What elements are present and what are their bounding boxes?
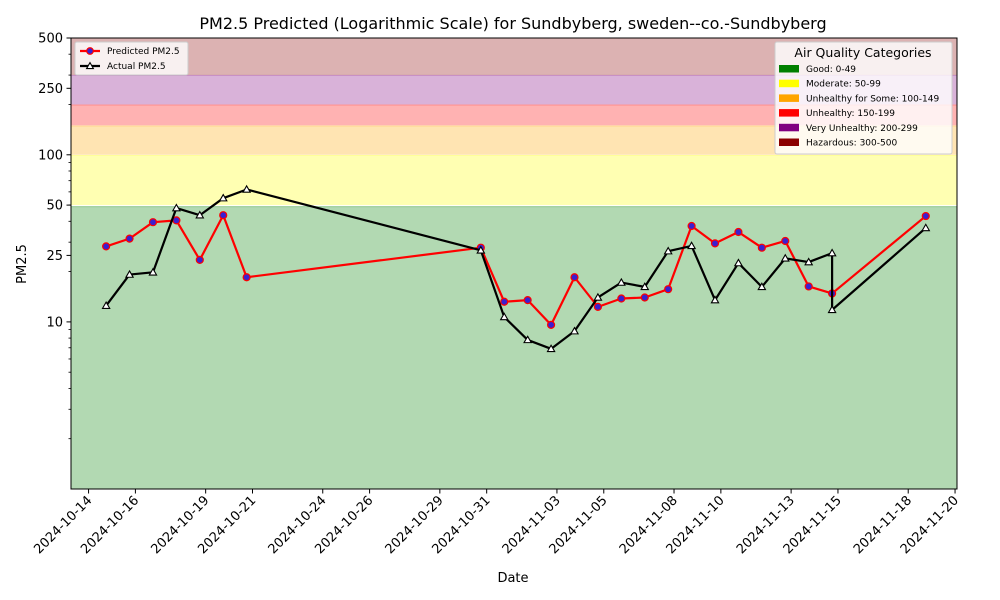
category-label-3: Unhealthy: 150-199: [806, 109, 895, 119]
category-swatch-3: [779, 109, 799, 117]
series-1-point-11: [569, 326, 580, 335]
series-1-point-7: [476, 245, 486, 254]
series-legend: Predicted PM2.5 Actual PM2.5: [74, 41, 189, 76]
x-axis-title: Date: [497, 571, 528, 586]
category-label-0: Good: 0-49: [806, 65, 856, 75]
series-0-point-14: [640, 293, 649, 302]
category-swatch-0: [779, 65, 799, 73]
series-0-point-6: [242, 273, 251, 282]
plot-frame: [70, 37, 958, 490]
y-tick-label-4: 250: [38, 82, 63, 97]
series-0-point-20: [781, 236, 790, 246]
series-1-point-21: [804, 257, 814, 266]
category-legend: Air Quality Categories Good: 0-49 Moderate…: [774, 41, 953, 155]
series-1-point-15: [663, 246, 673, 255]
series-1-point-3: [171, 203, 181, 212]
series-1-point-12: [593, 292, 603, 301]
y-tick-label-1: 25: [46, 249, 63, 264]
series-0-point-9: [523, 296, 532, 305]
series-0-point-12: [593, 302, 603, 311]
category-label-4: Very Unhealthy: 200-299: [806, 124, 918, 134]
y-tick-label-5: 500: [38, 32, 63, 47]
y-axis: 10 25 50 100 250 500: [38, 32, 71, 440]
series-1-point-19: [757, 282, 767, 291]
series-0-point-0: [102, 242, 111, 251]
legend-label-0: Predicted PM2.5: [107, 47, 180, 57]
series-1-point-14: [640, 282, 650, 291]
series-0-point-1: [125, 234, 134, 243]
series-0-point-10: [546, 320, 556, 329]
aqi-band-3: [71, 104, 957, 126]
series-1-point-23: [827, 305, 837, 314]
series-1-point-2: [148, 267, 158, 276]
series-0-point-13: [617, 294, 626, 303]
series-0-point-21: [804, 282, 813, 291]
series-1-point-5: [218, 193, 228, 202]
category-label-2: Unhealthy for Some: 100-149: [806, 94, 939, 104]
series-0-point-17: [710, 239, 720, 248]
series-1-point-9: [523, 335, 533, 344]
series-1-point-1: [124, 269, 135, 278]
y-axis-title: PM2.5: [15, 244, 30, 284]
series-1-point-22: [827, 248, 837, 257]
legend-marker-0: [86, 47, 94, 55]
legend-label-1: Actual PM2.5: [107, 62, 166, 72]
category-legend-box: [774, 41, 953, 155]
series-layer: [101, 184, 931, 353]
series-1-point-20: [780, 253, 790, 262]
series-0-point-2: [148, 218, 158, 227]
series-1-point-4: [195, 210, 205, 219]
category-label-1: Moderate: 50-99: [806, 80, 881, 90]
aqi-band-0: [71, 206, 957, 490]
category-swatch-5: [779, 138, 799, 146]
category-swatch-2: [779, 94, 799, 102]
series-1-point-6: [242, 184, 252, 193]
series-1-point-8: [499, 312, 509, 321]
category-legend-title: Air Quality Categories: [794, 45, 931, 60]
category-label-5: Hazardous: 300-500: [806, 139, 897, 149]
series-1-point-18: [733, 258, 743, 267]
category-swatch-4: [779, 123, 799, 132]
series-0-point-11: [570, 273, 579, 282]
series-1-point-24: [921, 223, 931, 232]
series-0-point-18: [734, 227, 743, 237]
series-1-point-16: [687, 241, 697, 250]
series-1-point-13: [616, 277, 626, 286]
y-tick-label-2: 50: [46, 199, 63, 214]
y-tick-label-3: 100: [38, 148, 63, 163]
y-tick-label-0: 10: [46, 315, 63, 330]
aqi-band-1: [71, 155, 957, 206]
series-0-point-23: [921, 211, 930, 221]
series-0-point-8: [500, 297, 509, 306]
series-0-point-15: [664, 285, 673, 294]
series-1-point-17: [710, 295, 720, 304]
legend-marker-1: [85, 61, 95, 70]
series-0-point-5: [219, 211, 228, 220]
series-0-point-16: [687, 221, 696, 231]
chart-title: PM2.5 Predicted (Logarithmic Scale) for …: [199, 14, 826, 33]
series-1-point-0: [101, 300, 111, 309]
series-0-point-4: [195, 255, 204, 264]
series-legend-box: [74, 41, 189, 76]
series-0-point-19: [757, 243, 766, 252]
series-1-point-10: [546, 344, 556, 353]
category-swatch-1: [779, 79, 799, 88]
